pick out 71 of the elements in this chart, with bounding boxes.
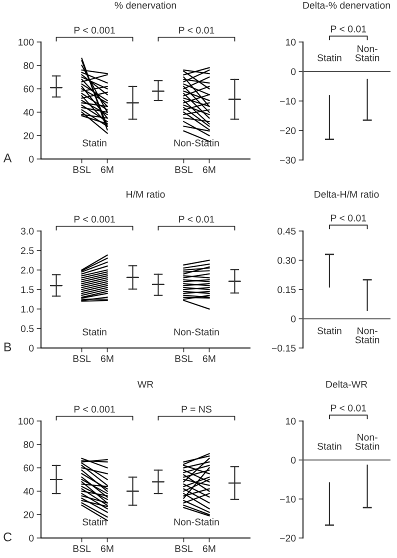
- y-tick-label: 0.15: [278, 286, 296, 294]
- chart-title: H/M ratio: [126, 190, 165, 198]
- text: P = NS: [182, 406, 212, 413]
- y-tick-label: 1.0: [21, 306, 34, 313]
- text: P < 0.01: [179, 26, 214, 34]
- text: C: [4, 532, 12, 542]
- y-tick-label: 0: [29, 344, 34, 352]
- x-tick-label: 6M: [202, 166, 216, 174]
- x-tick-label: BSL: [73, 166, 91, 174]
- annotation: Non-Statin: [174, 518, 219, 526]
- text: P < 0.01: [331, 214, 366, 222]
- y-tick-label: 0: [291, 456, 296, 464]
- y-tick-label: 3.0: [20, 228, 34, 235]
- x-tick-label: 6M: [202, 355, 216, 362]
- y-tick-label: 2.0: [21, 266, 34, 274]
- x-tick-label: BSL: [175, 545, 193, 552]
- annotation: Non-Statin: [174, 139, 219, 146]
- y-tick-label: 80: [24, 441, 34, 448]
- y-tick-label: 80: [24, 62, 34, 70]
- x-tick-label: 6M: [101, 355, 114, 362]
- text: A: [3, 154, 12, 162]
- y-tick-label: 1.5: [21, 286, 34, 294]
- y-tick-label: 0.30: [278, 256, 296, 264]
- chart-title: Delta-H/M ratio: [314, 190, 379, 198]
- y-tick-label: −10: [280, 496, 296, 503]
- text: P < 0.001: [74, 26, 115, 34]
- y-tick-label: −0.15: [272, 344, 296, 352]
- y-tick-label: 0: [29, 534, 34, 542]
- text: B: [4, 342, 12, 352]
- y-tick-label: 40: [23, 488, 34, 495]
- y-tick-label: 60: [24, 464, 34, 472]
- chart-title: % denervation: [114, 2, 176, 9]
- x-tick-label: BSL: [175, 355, 193, 362]
- text: P < 0.01: [331, 26, 366, 32]
- y-tick-label: 20: [24, 132, 34, 140]
- y-tick-label: 0: [291, 68, 296, 76]
- text: P < 0.01: [179, 216, 214, 223]
- text: P < 0.001: [74, 406, 115, 413]
- annotation: Non-Statin: [174, 328, 219, 336]
- y-tick-label: −20: [280, 127, 296, 134]
- x-tick-label: 6M: [101, 166, 114, 174]
- y-tick-label: 0.5: [20, 325, 34, 332]
- y-tick-label: 40: [23, 108, 34, 116]
- annotation: Statin: [82, 518, 106, 526]
- y-tick-label: 2.5: [21, 247, 34, 254]
- annotation: Statin: [82, 139, 106, 146]
- y-tick-label: 100: [18, 38, 34, 46]
- chart-title: Delta-% denervation: [303, 2, 390, 9]
- text: P < 0.001: [74, 216, 115, 223]
- x-tick-label: Non- Statin: [355, 327, 380, 344]
- y-tick-label: 20: [24, 511, 34, 518]
- y-tick-label: 10: [286, 418, 296, 425]
- x-tick-label: BSL: [175, 166, 193, 174]
- y-tick-label: −20: [280, 534, 296, 542]
- x-tick-label: BSL: [73, 355, 91, 362]
- y-tick-label: 0: [291, 315, 296, 322]
- text: P < 0.01: [331, 404, 366, 412]
- y-tick-label: 100: [18, 418, 34, 425]
- y-tick-label: 60: [24, 86, 34, 92]
- x-tick-label: BSL: [73, 545, 91, 552]
- x-tick-label: Non- Statin: [355, 45, 380, 62]
- x-tick-label: 6M: [101, 545, 114, 552]
- y-tick-label: 0.45: [278, 228, 296, 235]
- chart-title: WR: [137, 380, 154, 388]
- y-tick-label: −10: [280, 98, 296, 105]
- chart-title: Delta-WR: [326, 380, 368, 388]
- x-tick-label: 6M: [202, 545, 216, 552]
- y-tick-label: 10: [286, 38, 296, 46]
- x-tick-label: Non- Statin: [355, 434, 380, 450]
- y-tick-label: −30: [280, 156, 296, 164]
- y-tick-label: 0: [29, 156, 34, 163]
